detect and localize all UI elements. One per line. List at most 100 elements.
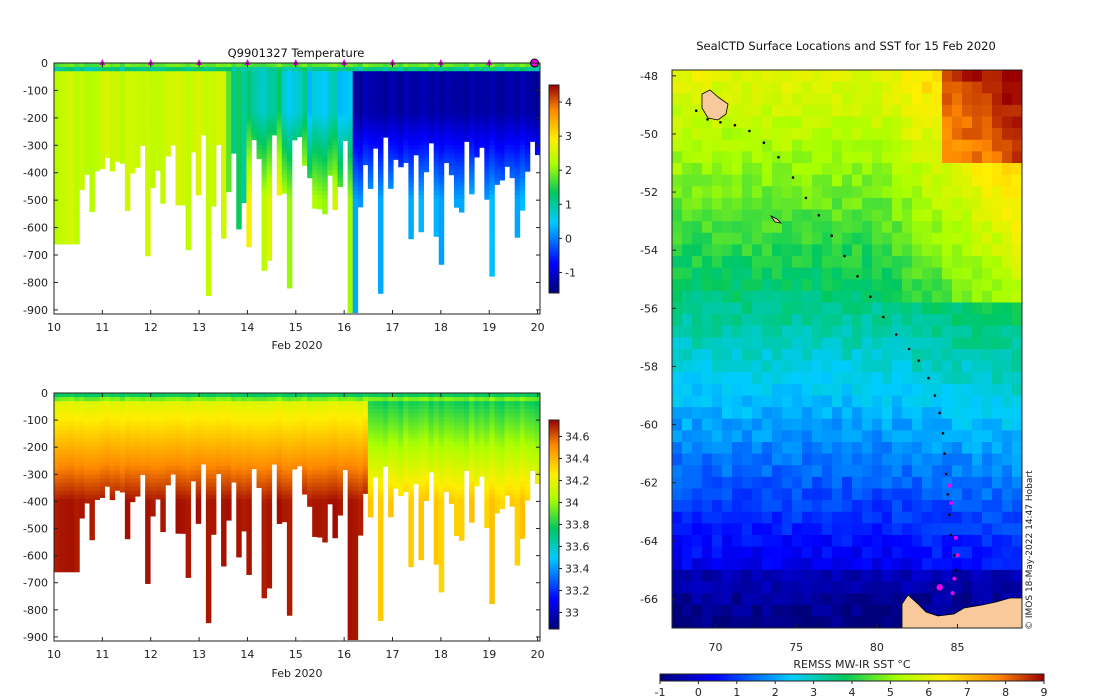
heatmap-cell <box>160 104 166 109</box>
heatmap-cell <box>221 401 227 406</box>
heatmap-cell <box>261 571 268 577</box>
heatmap-cell <box>104 108 111 113</box>
heatmap-cell <box>246 547 252 552</box>
heatmap-cell <box>337 87 343 93</box>
heatmap-cell <box>423 141 430 146</box>
heatmap-cell <box>190 470 197 475</box>
heatmap-cell <box>59 482 65 487</box>
heatmap-cell <box>428 87 435 93</box>
heatmap-cell <box>114 79 121 84</box>
heatmap-cell <box>119 83 126 89</box>
heatmap-cell <box>312 486 318 491</box>
heatmap-cell <box>114 409 121 414</box>
heatmap-cell <box>221 190 227 196</box>
heatmap-cell <box>312 124 318 130</box>
heatmap-cell <box>302 100 308 105</box>
heatmap-cell <box>504 100 511 105</box>
heatmap-cell <box>479 91 485 97</box>
heatmap-cell <box>286 523 293 528</box>
heatmap-cell <box>489 116 495 121</box>
heatmap-cell <box>155 429 161 435</box>
heatmap-cell <box>509 137 516 142</box>
heatmap-cell <box>89 194 95 200</box>
heatmap-cell <box>261 551 268 557</box>
heatmap-cell <box>398 141 404 146</box>
heatmap-cell <box>342 116 349 121</box>
heatmap-cell <box>210 79 217 84</box>
heatmap-cell <box>195 190 202 196</box>
heatmap-cell <box>155 116 161 121</box>
heatmap-cell <box>459 75 465 80</box>
heatmap-cell <box>180 116 187 121</box>
heatmap-cell <box>74 555 80 561</box>
heatmap-cell <box>347 190 354 196</box>
heatmap-cell <box>251 429 257 435</box>
heatmap-cell <box>69 211 75 216</box>
heatmap-cell <box>281 174 288 179</box>
heatmap-cell <box>175 514 181 520</box>
heatmap-cell <box>312 202 318 208</box>
heatmap-cell <box>322 178 328 183</box>
heatmap-cell <box>398 149 404 154</box>
heatmap-cell <box>352 190 359 196</box>
heatmap-cell <box>69 523 75 528</box>
heatmap-cell <box>74 104 80 109</box>
heatmap-cell <box>297 79 303 84</box>
heatmap-cell <box>378 223 384 228</box>
heatmap-cell <box>302 397 308 402</box>
heatmap-cell <box>89 437 95 443</box>
heatmap-cell <box>499 100 505 105</box>
heatmap-cell <box>418 100 424 105</box>
heatmap-cell <box>69 413 75 418</box>
heatmap-cell <box>226 417 232 422</box>
heatmap-cell <box>205 604 212 609</box>
heatmap-cell <box>124 490 131 496</box>
heatmap-cell <box>428 95 435 101</box>
heatmap-cell <box>312 165 318 171</box>
heatmap-cell <box>494 75 500 80</box>
heatmap-cell <box>104 445 111 451</box>
heatmap-cell <box>433 108 440 113</box>
heatmap-cell <box>69 157 75 163</box>
heatmap-cell <box>438 104 445 109</box>
heatmap-cell <box>443 132 450 138</box>
y-tick-label: -300 <box>23 139 48 152</box>
heatmap-cell <box>332 421 338 426</box>
heatmap-cell <box>489 248 495 253</box>
heatmap-cell <box>216 120 222 126</box>
heatmap-cell <box>529 132 536 138</box>
heatmap-cell <box>423 83 430 89</box>
heatmap-cell <box>231 149 237 154</box>
heatmap-cell <box>271 108 278 113</box>
heatmap-cell <box>312 128 318 134</box>
heatmap-cell <box>175 498 181 504</box>
heatmap-cell <box>352 219 359 224</box>
heatmap-cell <box>145 79 151 84</box>
heatmap-cell <box>79 112 85 117</box>
heatmap-cell <box>297 425 303 430</box>
heatmap-cell <box>114 421 121 426</box>
heatmap-cell <box>246 563 252 569</box>
heatmap-cell <box>281 514 288 520</box>
heatmap-cell <box>388 161 394 167</box>
heatmap-cell <box>69 124 75 130</box>
heatmap-cell <box>59 474 65 479</box>
heatmap-cell <box>246 182 252 187</box>
heatmap-cell <box>256 67 262 72</box>
heatmap-cell <box>59 543 65 548</box>
heatmap-cell <box>448 141 455 146</box>
colorbar-tick-label: 2 <box>565 164 572 177</box>
heatmap-cell <box>448 75 455 80</box>
heatmap-cell <box>352 149 359 154</box>
heatmap-cell <box>200 112 207 117</box>
heatmap-cell <box>221 235 227 239</box>
heatmap-cell <box>479 124 485 130</box>
heatmap-cell <box>124 393 131 398</box>
heatmap-cell <box>205 527 212 532</box>
heatmap-cell <box>59 547 65 552</box>
heatmap-cell <box>180 462 187 467</box>
heatmap-cell <box>89 449 95 455</box>
heatmap-cell <box>388 87 394 93</box>
heatmap-cell <box>514 169 521 175</box>
heatmap-cell <box>469 71 475 76</box>
